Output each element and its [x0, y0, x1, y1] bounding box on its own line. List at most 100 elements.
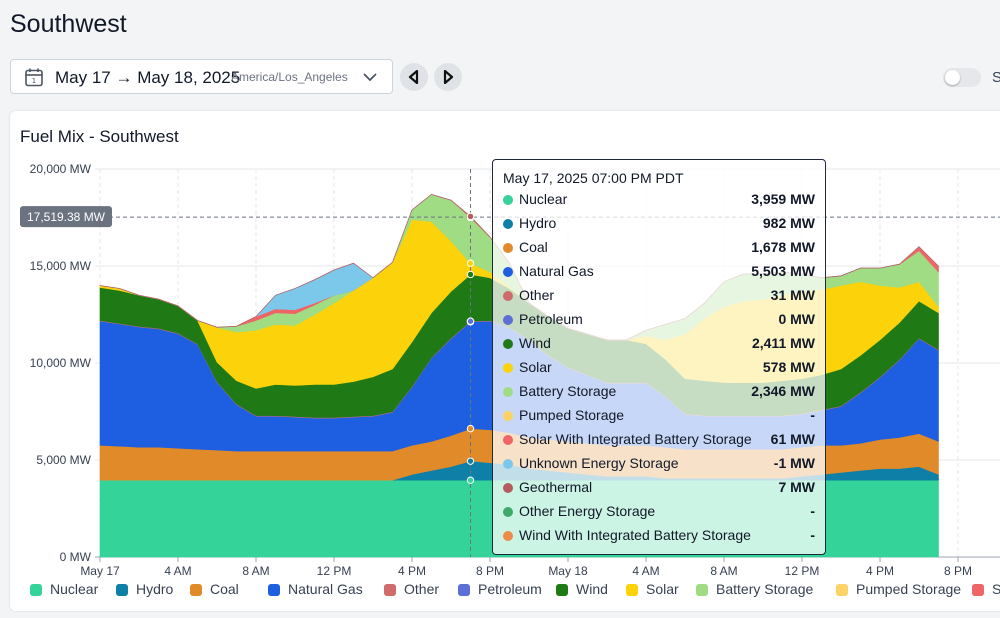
x-tick-label: 8 PM: [944, 564, 972, 578]
legend-swatch: [836, 584, 848, 596]
tooltip-series-name: Wind With Integrated Battery Storage: [519, 527, 751, 543]
tooltip-series-value: 1,678 MW: [751, 239, 815, 255]
y-tick-label: 20,000 MW: [30, 162, 92, 176]
hover-point: [466, 212, 475, 221]
caret-right-icon: [443, 70, 454, 84]
x-tick-label: 4 AM: [164, 564, 191, 578]
tooltip-color-dot: [503, 483, 513, 493]
tooltip-color-dot: [503, 243, 513, 253]
hover-point: [466, 457, 475, 465]
hover-point: [466, 424, 475, 433]
tooltip-row: Other 31 MW: [493, 286, 825, 310]
tooltip-series-value: -: [810, 527, 815, 543]
x-tick-label: 8 AM: [242, 564, 269, 578]
tooltip-series-name: Pumped Storage: [519, 407, 625, 423]
legend-swatch: [30, 584, 42, 596]
svg-text:1: 1: [32, 77, 36, 85]
tooltip-row: Natural Gas 5,503 MW: [493, 262, 825, 286]
timezone-label: America/Los_Angeles: [231, 70, 348, 84]
caret-left-icon: [408, 70, 419, 84]
y-tick-label: 15,000 MW: [30, 259, 92, 273]
chevron-down-icon[interactable]: [362, 69, 378, 90]
hover-value-badge: [20, 206, 112, 228]
legend-label: Solar: [992, 581, 1000, 597]
x-tick-label: May 18: [548, 564, 588, 578]
tooltip-color-dot: [503, 315, 513, 325]
x-tick-label: 4 PM: [398, 564, 426, 578]
tooltip-row: Other Energy Storage -: [493, 502, 825, 526]
chart-tooltip: May 17, 2025 07:00 PM PDT Nuclear 3,959 M…: [492, 159, 826, 555]
tooltip-row: Petroleum 0 MW: [493, 310, 825, 334]
tooltip-series-name: Unknown Energy Storage: [519, 455, 679, 471]
tooltip-color-dot: [503, 387, 513, 397]
legend-label: Natural Gas: [288, 581, 363, 597]
tooltip-color-dot: [503, 507, 513, 517]
tooltip-series-value: -1 MW: [773, 455, 815, 471]
tooltip-row: Coal 1,678 MW: [493, 238, 825, 262]
x-tick-label: 12 PM: [317, 564, 352, 578]
tooltip-series-name: Other Energy Storage: [519, 503, 656, 519]
y-tick-label: 5,000 MW: [36, 453, 91, 467]
legend-swatch: [696, 584, 708, 596]
tooltip-series-value: -: [810, 503, 815, 519]
tooltip-row: Solar With Integrated Battery Storage 61 …: [493, 430, 825, 454]
tooltip-series-value: 982 MW: [762, 215, 815, 231]
legend-label: Hydro: [136, 581, 174, 597]
previous-day-button[interactable]: [400, 63, 428, 91]
tooltip-series-value: -: [810, 407, 815, 423]
calendar-icon: 1: [24, 67, 44, 92]
x-tick-label: 8 PM: [476, 564, 504, 578]
hover-point: [466, 259, 475, 267]
x-tick-label: 12 PM: [785, 564, 820, 578]
tooltip-series-value: 578 MW: [762, 359, 815, 375]
legend-label: Other: [404, 581, 440, 597]
legend-label: Solar: [646, 581, 679, 597]
hover-value-label: 17,519.38 MW: [27, 210, 106, 224]
tooltip-series-name: Other: [519, 287, 555, 303]
x-tick-label: 8 AM: [710, 564, 737, 578]
tooltip-row: Geothermal 7 MW: [493, 478, 825, 502]
legend-swatch: [626, 584, 638, 596]
tooltip-color-dot: [503, 267, 513, 277]
y-tick-label: 10,000 MW: [30, 356, 92, 370]
tooltip-color-dot: [503, 363, 513, 373]
tooltip-series-name: Natural Gas: [519, 263, 594, 279]
tooltip-row: Battery Storage 2,346 MW: [493, 382, 825, 406]
tooltip-series-value: 5,503 MW: [751, 263, 815, 279]
legend-label: Pumped Storage: [856, 581, 962, 597]
tooltip-color-dot: [503, 195, 513, 205]
toggle-switch[interactable]: [943, 68, 981, 87]
date-range-text: May 17 → May 18, 2025: [55, 68, 241, 87]
toggle-label: S: [992, 69, 1000, 86]
chart-title: Fuel Mix - Southwest: [20, 127, 179, 146]
legend-swatch: [190, 584, 202, 596]
tooltip-color-dot: [503, 411, 513, 421]
tooltip-series-name: Geothermal: [519, 479, 593, 495]
tooltip-color-dot: [503, 459, 513, 469]
next-day-button[interactable]: [434, 63, 462, 91]
page-title: Southwest: [10, 10, 127, 38]
tooltip-color-dot: [503, 435, 513, 445]
tooltip-series-value: 31 MW: [770, 287, 815, 303]
legend-swatch: [116, 584, 128, 596]
legend-label: Nuclear: [50, 581, 99, 597]
tooltip-color-dot: [503, 219, 513, 229]
tooltip-series-value: 2,346 MW: [751, 383, 815, 399]
toggle-knob: [945, 70, 960, 85]
tooltip-color-dot: [503, 339, 513, 349]
tooltip-series-name: Solar: [519, 359, 552, 375]
legend-label: Wind: [576, 581, 608, 597]
chart-legend: Nuclear Hydro Coal Natural Gas Other Petroleu…: [30, 580, 1000, 602]
tooltip-series-value: 3,959 MW: [751, 191, 815, 207]
y-tick-label: 0 MW: [60, 550, 92, 564]
date-range-picker[interactable]: 1 May 17 → May 18, 2025 America/Los_Ange…: [10, 59, 393, 94]
tooltip-color-dot: [503, 291, 513, 301]
x-tick-label: 4 AM: [632, 564, 659, 578]
legend-label: Coal: [210, 581, 239, 597]
legend-swatch: [458, 584, 470, 596]
tooltip-series-name: Wind: [519, 335, 551, 351]
legend-swatch: [972, 584, 984, 596]
tooltip-row: Wind With Integrated Battery Storage -: [493, 526, 825, 550]
tooltip-series-name: Nuclear: [519, 191, 568, 207]
legend-swatch: [384, 584, 396, 596]
